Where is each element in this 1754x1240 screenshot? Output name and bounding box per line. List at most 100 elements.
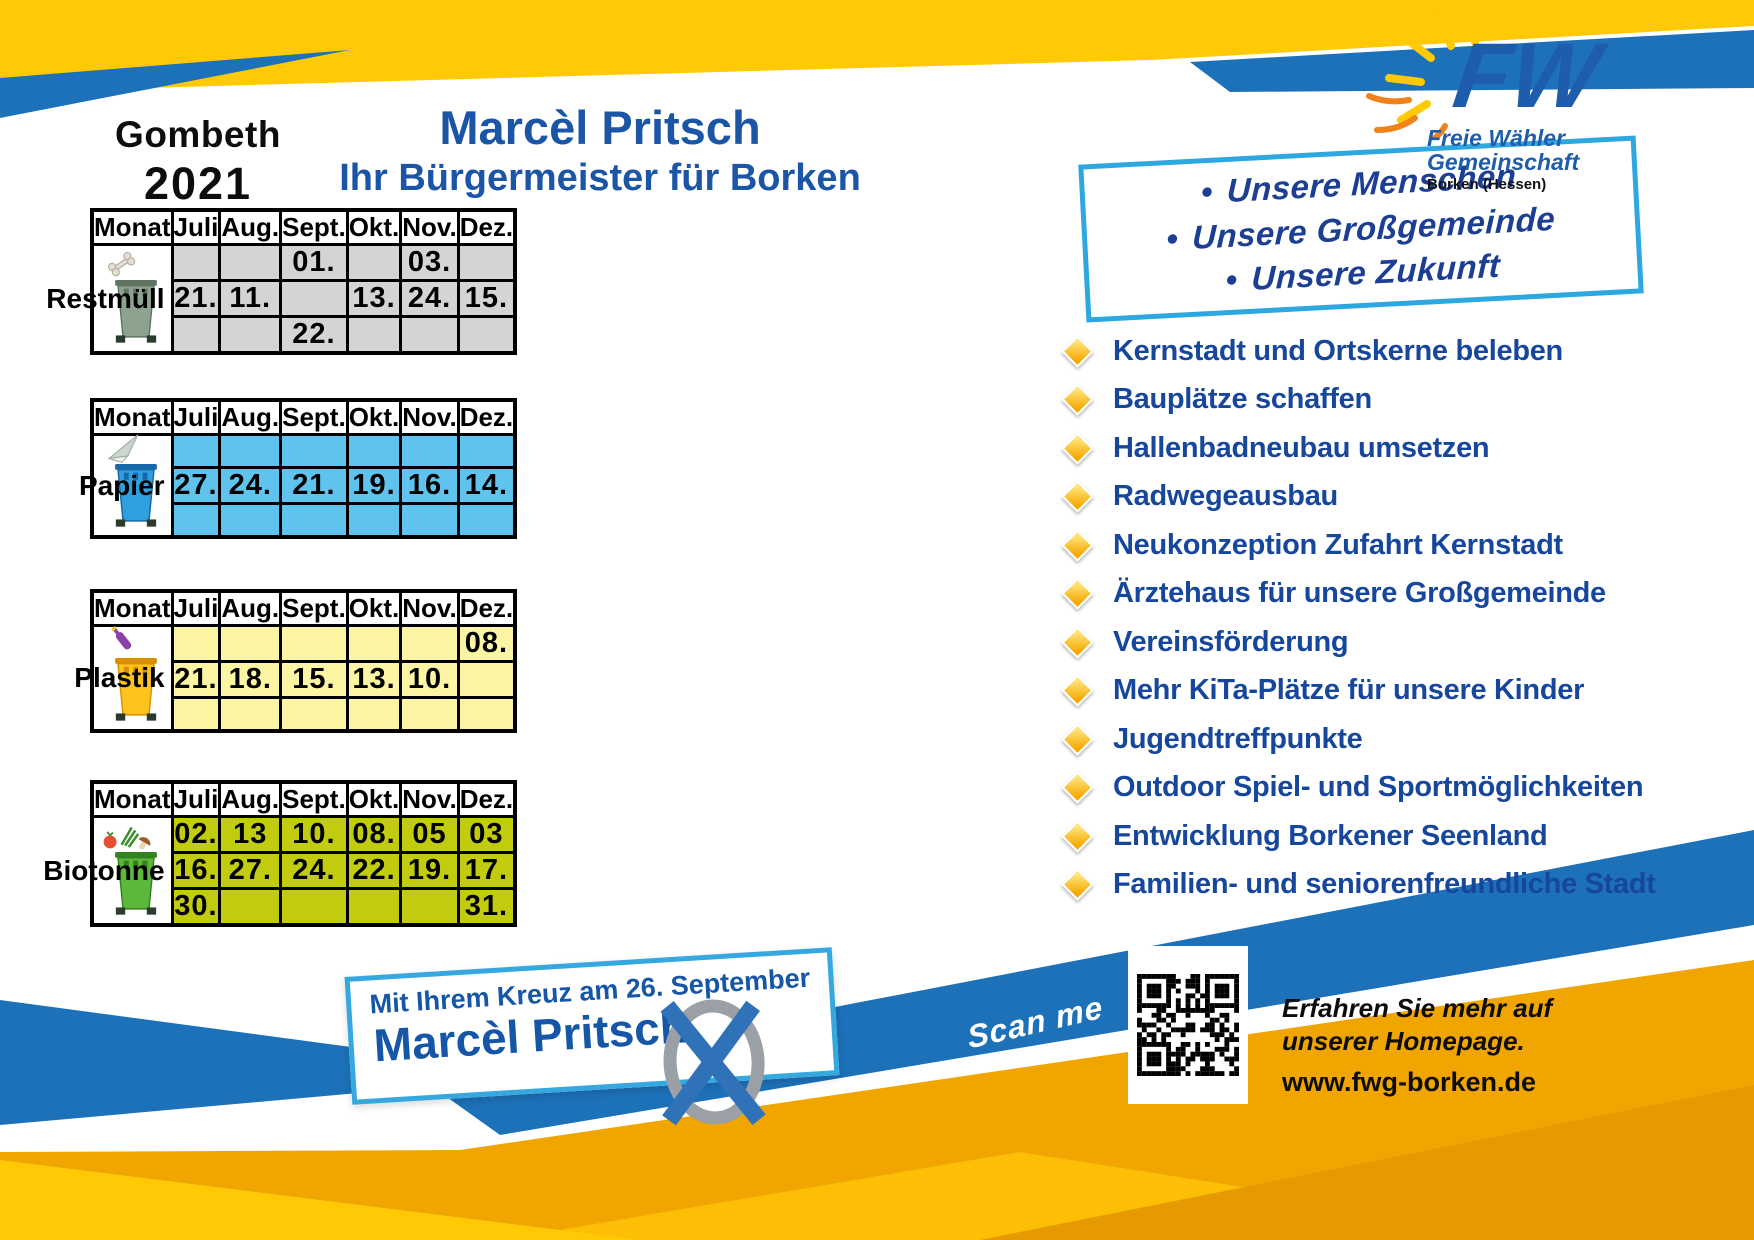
table-row: 21. 18. 15. 13. 10. [92, 660, 517, 699]
table-row: 22. [92, 315, 517, 355]
collection-date-cell: 18. [218, 660, 283, 699]
month-header: Juli [170, 208, 222, 246]
collection-date-cell: 10. [399, 660, 460, 699]
bin-cell-restmuell: Restmüll [46, 243, 174, 355]
diamond-bullet-icon [1061, 722, 1094, 756]
month-header: Aug. [218, 589, 283, 627]
homepage-info-line2: unserer Homepage. [1282, 1025, 1525, 1056]
agenda-item: Outdoor Spiel- und Sportmöglichkeiten [1061, 771, 1754, 804]
biotonne-bin-icon [103, 826, 157, 915]
collection-date-cell [170, 624, 222, 663]
collection-date-cell: 24. [399, 279, 460, 318]
collection-date-cell [218, 696, 283, 733]
month-header: Nov. [399, 398, 460, 436]
collection-date-cell: 08. [456, 624, 517, 663]
collection-date-cell: 15. [456, 279, 517, 318]
table-row: 27. 24. 21. 19. 16. 14. [92, 466, 517, 505]
qr-code [1128, 946, 1248, 1104]
diamond-bullet-icon [1061, 528, 1094, 562]
collection-date-cell: 03 [456, 815, 517, 854]
bin-cell-papier: Papier [79, 433, 174, 539]
collection-date-cell [279, 887, 349, 927]
month-header: Juli [170, 589, 222, 627]
collection-date-cell [345, 624, 403, 663]
diamond-bullet-icon [1061, 771, 1094, 804]
agenda-list: Kernstadt und Ortskerne beleben Bauplätze… [1061, 334, 1754, 918]
agenda-text: Entwicklung Borkener Seenland [1113, 819, 1548, 852]
page-title-block: Marcèl Pritsch Ihr Bürgermeister für Bor… [275, 100, 925, 200]
agenda-text: Bauplätze schaffen [1113, 383, 1372, 415]
agenda-text: Hallenbadneubau umsetzen [1113, 431, 1490, 464]
homepage-url: www.fwg-borken.de [1282, 1067, 1537, 1097]
collection-date-cell [345, 502, 403, 539]
table-header-row: Monat Juli Aug. Sept. Okt. Nov. Dez. [90, 589, 517, 627]
table-header-row: Monat Juli Aug. Sept. Okt. Nov. Dez. [90, 780, 517, 818]
month-header: Okt. [345, 208, 403, 246]
collection-date-cell: 05 [399, 815, 460, 854]
collection-date-cell: 14. [456, 466, 517, 505]
page-subtitle: Ihr Bürgermeister für Borken [339, 157, 861, 199]
collection-date-cell [170, 243, 222, 282]
month-header: Aug. [218, 398, 283, 436]
fw-abbr: FW [1447, 25, 1606, 127]
diamond-bullet-icon [1061, 480, 1094, 513]
fw-logo: FW Freie Wähler Gemeinschaft Borken (Hes… [1355, 4, 1750, 204]
month-header: Dez. [456, 398, 517, 436]
collection-date-cell [218, 887, 283, 927]
diamond-bullet-icon [1061, 383, 1094, 416]
table-row: Biotonne 02. 13 10. 08. 05 03 [43, 815, 517, 927]
table-row [92, 696, 517, 733]
agenda-item: Familien- und seniorenfreundliche Stadt [1061, 868, 1754, 901]
collection-date-cell: 24. [279, 851, 349, 890]
plastic-bottle-icon [111, 626, 132, 650]
agenda-item: Kernstadt und Ortskerne beleben [1061, 334, 1754, 368]
fw-org-name: Freie Wähler Gemeinschaft Borken (Hessen… [1427, 126, 1579, 193]
agenda-text: Neukonzeption Zufahrt Kernstadt [1113, 528, 1563, 561]
collection-date-cell: 02. [170, 815, 222, 854]
collection-date-cell [399, 502, 460, 539]
collection-date-cell [170, 696, 222, 733]
collection-date-cell [456, 315, 517, 355]
table-row: 30. 31. [92, 887, 517, 927]
table-header-row: Monat Juli Aug. Sept. Okt. Nov. Dez. [90, 398, 517, 436]
waste-table-papier: Monat Juli Aug. Sept. Okt. Nov. Dez. Papier 27. 2… [79, 398, 518, 539]
diamond-bullet-icon [1061, 625, 1094, 659]
collection-date-cell [345, 243, 403, 282]
bin-label-biotonne: Biotonne [43, 854, 165, 886]
ballot-cross-icon [660, 999, 766, 1126]
collection-date-cell [399, 433, 460, 469]
diamond-bullet-icon [1061, 334, 1094, 368]
table-row: 16. 27. 24. 22. 19. 17. [92, 851, 517, 890]
page-title: Marcèl Pritsch [439, 101, 761, 154]
collection-date-cell [170, 433, 222, 469]
table-row: Restmüll 01. 03. [46, 243, 517, 355]
collection-date-cell [218, 243, 283, 282]
agenda-item: Ärztehaus für unsere Großgemeinde [1061, 577, 1754, 610]
monat-header: Monat [90, 398, 174, 436]
collection-date-cell [399, 624, 460, 663]
collection-date-cell [218, 502, 283, 539]
collection-date-cell [170, 315, 222, 355]
monat-header: Monat [90, 780, 174, 818]
collection-date-cell [279, 279, 349, 318]
collection-date-cell: 13. [345, 279, 403, 318]
restmuell-bin-icon [107, 251, 157, 343]
collection-date-cell [399, 315, 460, 355]
collection-date-cell [345, 696, 403, 733]
collection-date-cell: 21. [170, 660, 222, 699]
month-header: Nov. [399, 589, 460, 627]
bullet-dot: • [1165, 219, 1180, 257]
month-header: Dez. [456, 780, 517, 818]
collection-date-cell: 10. [279, 815, 349, 854]
month-header: Aug. [218, 780, 283, 818]
bin-label-plastik: Plastik [74, 662, 165, 693]
agenda-item: Bauplätze schaffen [1061, 383, 1754, 416]
diamond-bullet-icon [1061, 577, 1094, 610]
collection-date-cell [279, 502, 349, 539]
waste-table-restmuell: Monat Juli Aug. Sept. Okt. Nov. Dez. Restmüll 01… [46, 208, 518, 355]
collection-date-cell: 31. [456, 887, 517, 927]
agenda-item: Vereinsförderung [1061, 625, 1754, 659]
month-header: Sept. [279, 398, 349, 436]
location-label: Gombeth [115, 114, 281, 155]
